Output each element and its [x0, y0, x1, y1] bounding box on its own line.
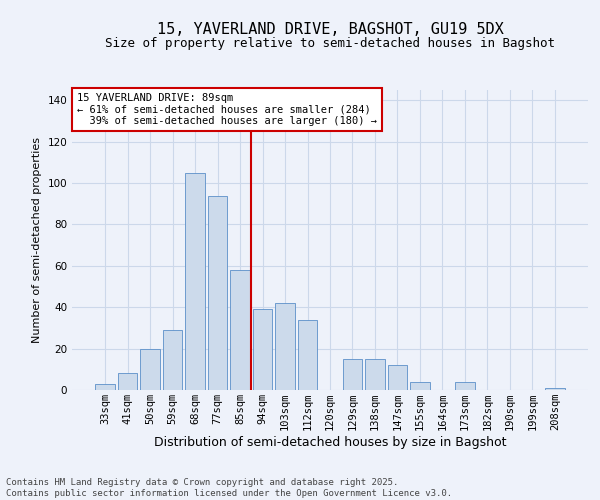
Bar — [95, 384, 115, 390]
Bar — [253, 310, 272, 390]
Text: 15, YAVERLAND DRIVE, BAGSHOT, GU19 5DX: 15, YAVERLAND DRIVE, BAGSHOT, GU19 5DX — [157, 22, 503, 38]
Bar — [140, 348, 160, 390]
Bar — [343, 359, 362, 390]
Bar — [388, 365, 407, 390]
Bar — [185, 173, 205, 390]
Bar — [163, 330, 182, 390]
X-axis label: Distribution of semi-detached houses by size in Bagshot: Distribution of semi-detached houses by … — [154, 436, 506, 449]
Bar — [298, 320, 317, 390]
Text: 15 YAVERLAND DRIVE: 89sqm
← 61% of semi-detached houses are smaller (284)
  39% : 15 YAVERLAND DRIVE: 89sqm ← 61% of semi-… — [77, 93, 377, 126]
Bar — [365, 359, 385, 390]
Bar — [275, 303, 295, 390]
Y-axis label: Number of semi-detached properties: Number of semi-detached properties — [32, 137, 42, 343]
Text: Contains HM Land Registry data © Crown copyright and database right 2025.
Contai: Contains HM Land Registry data © Crown c… — [6, 478, 452, 498]
Text: Size of property relative to semi-detached houses in Bagshot: Size of property relative to semi-detach… — [105, 38, 555, 51]
Bar — [118, 374, 137, 390]
Bar — [455, 382, 475, 390]
Bar — [208, 196, 227, 390]
Bar — [410, 382, 430, 390]
Bar — [545, 388, 565, 390]
Bar — [230, 270, 250, 390]
